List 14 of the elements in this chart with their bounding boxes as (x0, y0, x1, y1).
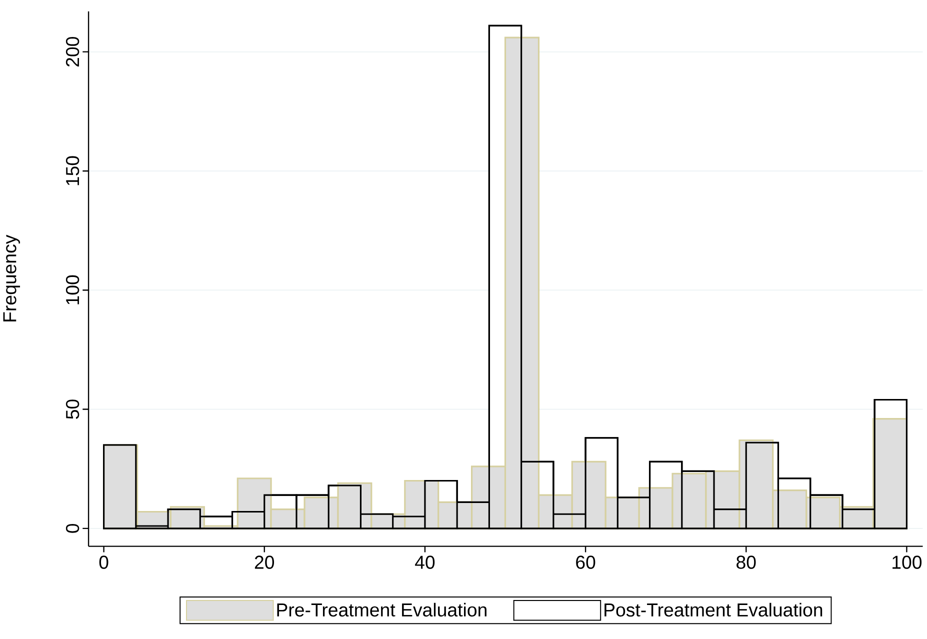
legend-label: Post-Treatment Evaluation (604, 602, 822, 617)
y-tick-label: 100 (66, 275, 80, 304)
x-tick-label: 0 (99, 556, 108, 569)
y-tick-label: 200 (66, 37, 80, 66)
x-tick-label: 60 (576, 556, 596, 569)
y-axis-title: Frequency (3, 234, 20, 322)
x-tick-label: 40 (415, 556, 435, 569)
legend-label: Pre-Treatment Evaluation (277, 602, 486, 617)
y-tick-label: 0 (66, 524, 80, 533)
x-tick-label: 100 (892, 556, 922, 569)
y-tick-label: 50 (66, 400, 80, 419)
x-tick-label: 80 (736, 556, 756, 569)
y-tick-label: 150 (66, 156, 80, 186)
x-tick-label: 20 (254, 556, 274, 569)
